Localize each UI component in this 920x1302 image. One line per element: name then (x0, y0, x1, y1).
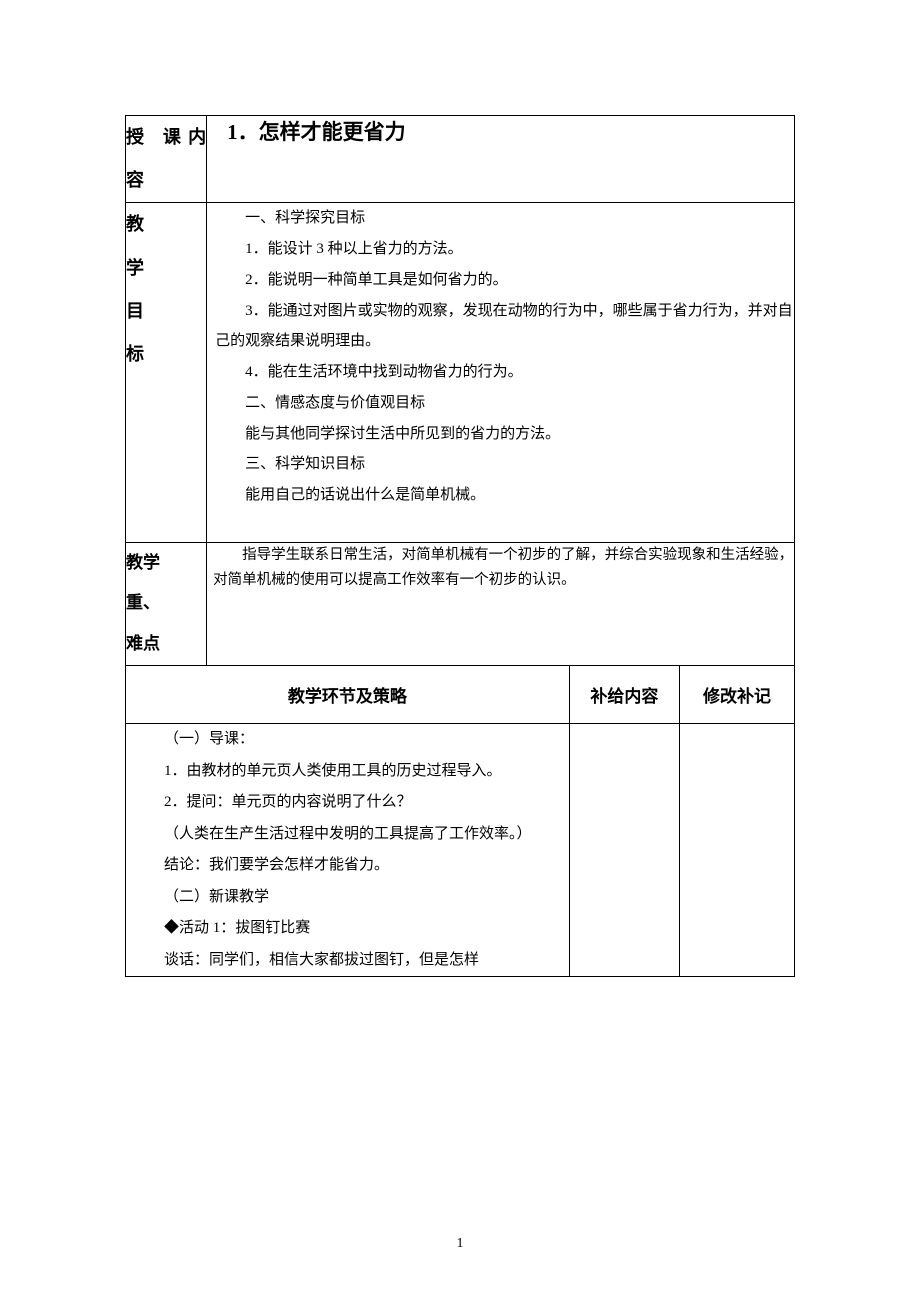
goal-item: 能与其他同学探讨生活中所见到的省力的方法。 (207, 419, 794, 450)
goal-item: 4．能在生活环境中找到动物省力的行为。 (207, 357, 794, 388)
page-number: 1 (0, 1236, 920, 1252)
label-text: 授 课内 容 (126, 127, 206, 190)
header-text: 教学环节及策略 (288, 687, 407, 706)
lesson-content-label: 授 课内 容 (126, 116, 207, 203)
lesson-plan-table: 授 课内 容 1．怎样才能更省力 教 学 目 标 一、科学探究目标 1．能设计 … (125, 115, 795, 977)
goal-section-title: 三、科学知识目标 (207, 449, 794, 480)
process-line: 1．由教材的单元页人类使用工具的历史过程导入。 (126, 756, 569, 788)
process-line: （人类在生产生活过程中发明的工具提高了工作效率。） (126, 819, 569, 851)
process-line: ◆活动 1：拔图钉比赛 (126, 913, 569, 945)
spacer (207, 511, 794, 542)
lesson-title: 1．怎样才能更省力 (207, 116, 794, 146)
header-text: 补给内容 (590, 687, 658, 706)
supply-cell (569, 724, 679, 977)
process-line: 2．提问：单元页的内容说明了什么？ (126, 787, 569, 819)
goal-item: 2．能说明一种简单工具是如何省力的。 (207, 265, 794, 296)
column-header-strategy: 教学环节及策略 (126, 666, 570, 724)
goal-item: 1．能设计 3 种以上省力的方法。 (207, 234, 794, 265)
key-points-text: 指导学生联系日常生活，对简单机械有一个初步的了解，并综合实验现象和生活经验，对简… (207, 543, 794, 594)
key-points-label: 教学 重、 难点 (126, 542, 207, 665)
column-header-supply: 补给内容 (569, 666, 679, 724)
teaching-goals-cell: 一、科学探究目标 1．能设计 3 种以上省力的方法。 2．能说明一种简单工具是如… (207, 203, 795, 542)
goal-section-title: 一、科学探究目标 (207, 203, 794, 234)
header-text: 修改补记 (703, 687, 771, 706)
process-line: 谈话：同学们，相信大家都拔过图钉，但是怎样 (126, 945, 569, 977)
teaching-process-cell: （一）导课： 1．由教材的单元页人类使用工具的历史过程导入。 2．提问：单元页的… (126, 724, 570, 977)
process-line: 结论：我们要学会怎样才能省力。 (126, 850, 569, 882)
goal-item: 3．能通过对图片或实物的观察，发现在动物的行为中，哪些属于省力行为，并对自己的观… (207, 296, 794, 358)
goals-content: 一、科学探究目标 1．能设计 3 种以上省力的方法。 2．能说明一种简单工具是如… (207, 203, 794, 541)
goal-item: 能用自己的话说出什么是简单机械。 (207, 480, 794, 511)
process-line: （一）导课： (126, 724, 569, 756)
process-line: （二）新课教学 (126, 882, 569, 914)
lesson-title-cell: 1．怎样才能更省力 (207, 116, 795, 203)
teaching-goals-label: 教 学 目 标 (126, 203, 207, 542)
column-header-notes: 修改补记 (680, 666, 795, 724)
goal-section-title: 二、情感态度与价值观目标 (207, 388, 794, 419)
notes-cell (680, 724, 795, 977)
key-points-cell: 指导学生联系日常生活，对简单机械有一个初步的了解，并综合实验现象和生活经验，对简… (207, 542, 795, 665)
